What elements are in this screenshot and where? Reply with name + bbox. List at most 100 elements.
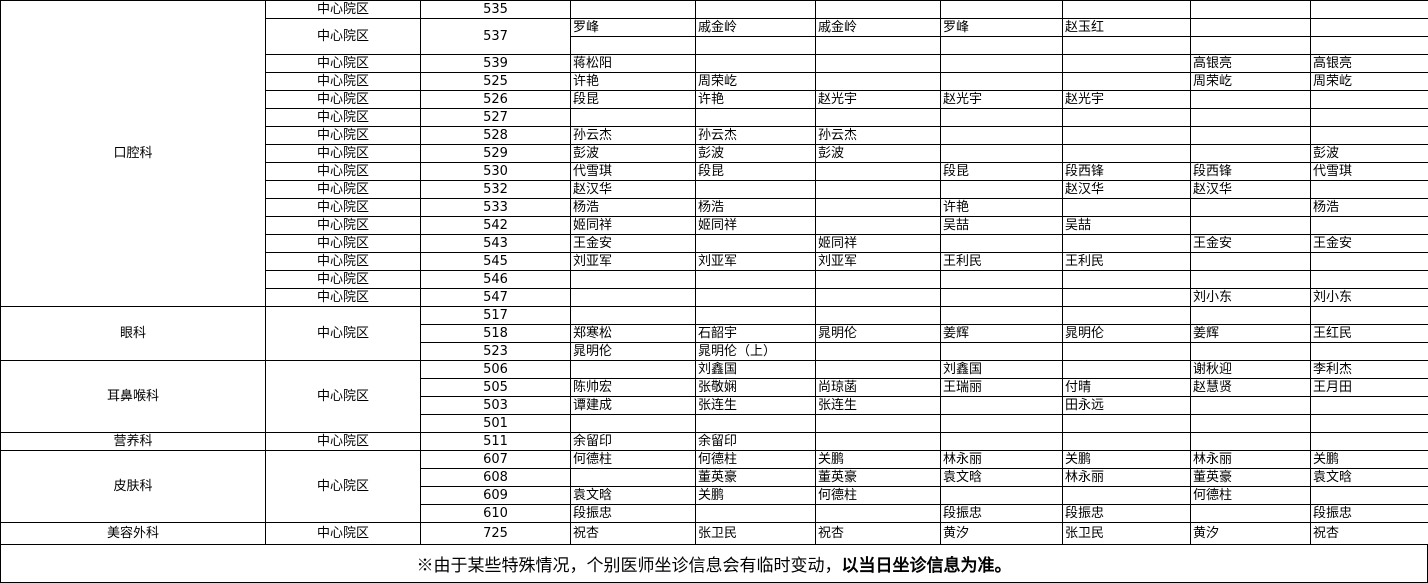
doctor-cell: 姬同祥 <box>816 235 941 253</box>
doctor-cell <box>1063 1 1191 19</box>
doctor-cell <box>696 235 816 253</box>
doctor-cell: 代雪琪 <box>1311 163 1428 181</box>
doctor-cell <box>1311 397 1428 415</box>
doctor-cell: 谢秋迎 <box>1191 361 1311 379</box>
doctor-cell: 关鹏 <box>816 451 941 469</box>
doctor-cell: 蒋松阳 <box>571 55 696 73</box>
doctor-cell <box>1311 19 1428 37</box>
doctor-cell: 彭波 <box>696 145 816 163</box>
room-cell: 501 <box>421 415 571 433</box>
doctor-cell <box>941 181 1063 199</box>
doctor-cell <box>941 109 1063 127</box>
doctor-cell: 孙云杰 <box>571 127 696 145</box>
room-cell: 608 <box>421 469 571 487</box>
doctor-cell <box>1191 217 1311 235</box>
doctor-cell <box>1191 271 1311 289</box>
notice-text: ※由于某些特殊情况，个别医师坐诊信息会有临时变动， <box>417 551 842 576</box>
doctor-cell: 吴喆 <box>1063 217 1191 235</box>
doctor-cell <box>1191 37 1311 55</box>
doctor-cell <box>816 73 941 91</box>
room-cell: 609 <box>421 487 571 505</box>
doctor-cell: 何德柱 <box>1191 487 1311 505</box>
doctor-cell <box>941 397 1063 415</box>
campus-cell: 中心院区 <box>266 91 421 109</box>
campus-cell: 中心院区 <box>266 217 421 235</box>
room-cell: 543 <box>421 235 571 253</box>
doctor-cell: 赵汉华 <box>1063 181 1191 199</box>
room-cell: 505 <box>421 379 571 397</box>
doctor-cell: 张敬娴 <box>696 379 816 397</box>
doctor-cell: 段振忠 <box>1311 505 1428 523</box>
doctor-cell: 祝杏 <box>816 523 941 545</box>
room-cell: 528 <box>421 127 571 145</box>
doctor-cell: 王金安 <box>571 235 696 253</box>
doctor-cell <box>1063 235 1191 253</box>
doctor-cell <box>1311 217 1428 235</box>
doctor-cell <box>571 361 696 379</box>
doctor-cell <box>696 181 816 199</box>
doctor-cell: 刘亚军 <box>696 253 816 271</box>
campus-cell: 中心院区 <box>266 451 421 523</box>
campus-cell: 中心院区 <box>266 307 421 361</box>
doctor-cell <box>941 487 1063 505</box>
doctor-cell <box>696 415 816 433</box>
doctor-cell: 赵汉华 <box>1191 181 1311 199</box>
doctor-cell <box>696 307 816 325</box>
doctor-cell: 余留印 <box>571 433 696 451</box>
room-cell: 532 <box>421 181 571 199</box>
doctor-cell <box>941 1 1063 19</box>
doctor-cell <box>696 271 816 289</box>
doctor-cell: 段昆 <box>571 91 696 109</box>
doctor-cell <box>941 73 1063 91</box>
doctor-cell <box>941 415 1063 433</box>
doctor-cell <box>1063 73 1191 91</box>
doctor-cell: 段昆 <box>941 163 1063 181</box>
room-cell: 725 <box>421 523 571 545</box>
campus-cell: 中心院区 <box>266 253 421 271</box>
doctor-cell: 吴喆 <box>941 217 1063 235</box>
doctor-cell <box>1191 397 1311 415</box>
doctor-cell: 晁明伦 <box>1063 325 1191 343</box>
doctor-cell: 晁明伦（上） <box>696 343 816 361</box>
doctor-cell <box>1311 109 1428 127</box>
doctor-cell: 刘鑫国 <box>941 361 1063 379</box>
campus-cell: 中心院区 <box>266 127 421 145</box>
doctor-cell: 王利民 <box>1063 253 1191 271</box>
doctor-cell: 祝杏 <box>1311 523 1428 545</box>
doctor-cell: 王红民 <box>1311 325 1428 343</box>
doctor-cell <box>1063 289 1191 307</box>
doctor-cell: 陈帅宏 <box>571 379 696 397</box>
campus-cell: 中心院区 <box>266 361 421 433</box>
doctor-cell <box>1191 253 1311 271</box>
doctor-cell <box>941 271 1063 289</box>
doctor-cell: 郑寒松 <box>571 325 696 343</box>
doctor-cell <box>571 469 696 487</box>
doctor-cell: 袁文晗 <box>1311 469 1428 487</box>
doctor-cell <box>1063 127 1191 145</box>
department-cell: 眼科 <box>1 307 266 361</box>
campus-cell: 中心院区 <box>266 145 421 163</box>
room-cell: 539 <box>421 55 571 73</box>
doctor-cell: 代雪琪 <box>571 163 696 181</box>
doctor-cell <box>816 271 941 289</box>
doctor-cell <box>816 181 941 199</box>
doctor-cell <box>1191 19 1311 37</box>
doctor-cell <box>816 109 941 127</box>
doctor-cell <box>696 37 816 55</box>
room-cell: 537 <box>421 19 571 55</box>
doctor-cell <box>941 433 1063 451</box>
doctor-cell <box>816 343 941 361</box>
room-cell: 526 <box>421 91 571 109</box>
doctor-cell: 关鹏 <box>1063 451 1191 469</box>
doctor-cell <box>816 199 941 217</box>
room-cell: 506 <box>421 361 571 379</box>
doctor-cell <box>1191 1 1311 19</box>
doctor-cell <box>816 37 941 55</box>
campus-cell: 中心院区 <box>266 163 421 181</box>
doctor-cell <box>1063 487 1191 505</box>
doctor-cell: 赵慧贤 <box>1191 379 1311 397</box>
doctor-cell: 罗峰 <box>571 19 696 37</box>
doctor-cell <box>941 55 1063 73</box>
doctor-cell <box>1063 307 1191 325</box>
